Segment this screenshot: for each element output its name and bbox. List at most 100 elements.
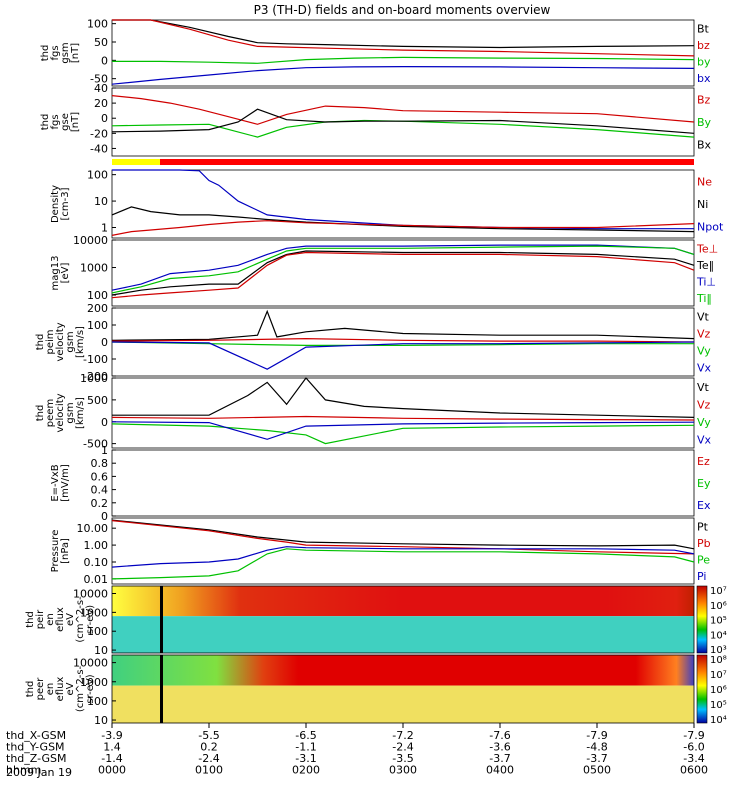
panel-frame: [111, 585, 695, 654]
y-tick-label: 100: [87, 169, 108, 182]
x-tick-label: 0.2: [200, 741, 218, 754]
series-line: [112, 56, 695, 64]
y-tick-label: -500: [83, 438, 108, 451]
legend-label: Ti⊥: [696, 275, 716, 288]
y-tick-label: 1000: [80, 606, 108, 619]
y-tick-label: 10.00: [77, 522, 109, 535]
panel-frame: [111, 377, 695, 449]
y-tick-label: 100: [87, 695, 108, 708]
x-tick-label: -3.5: [392, 752, 413, 765]
series-line: [111, 548, 695, 580]
y-tick-label: 1.00: [84, 539, 109, 552]
legend-label: Bz: [697, 93, 711, 106]
y-tick-label: 1000: [80, 676, 108, 689]
y-tick-label: -20: [90, 127, 108, 140]
x-tick-label: -6.5: [295, 729, 316, 742]
y-tick-label: 1: [101, 221, 108, 234]
y-axis-label: mag13[eV]: [50, 256, 71, 291]
legend-label: bz: [697, 39, 710, 52]
y-axis-label: thdpeimvelocitygsm[km/s]: [35, 322, 86, 361]
colorbar-scale: [696, 585, 708, 654]
y-tick-label: 0.01: [84, 573, 109, 586]
series-line: [111, 520, 695, 555]
y-tick-label: 0.10: [84, 556, 109, 569]
legend-label: Bx: [697, 139, 712, 152]
x-tick-label: -3.4: [683, 752, 704, 765]
colorbar-tick-label: 10⁷: [710, 670, 727, 681]
legend-label: Ti‖: [696, 292, 712, 305]
y-tick-label: 10000: [73, 588, 108, 601]
series-line: [111, 220, 695, 236]
series-line: [111, 341, 695, 370]
panel-5: 1000 500 0 -500 thdpeemvelocitygsm[km/s] Vt Vz…: [35, 372, 712, 451]
x-tick-label: 0000: [98, 764, 126, 777]
y-tick-label: 10: [94, 714, 108, 727]
x-tick-label: 0500: [583, 764, 611, 777]
y-tick-label: -40: [90, 142, 108, 155]
panel-9: 10⁸ 10⁷ 10⁶ 10⁵ 10⁴ 10000 1000 100 10 thdpeerenef…: [25, 654, 727, 727]
x-tick-label: 0600: [680, 764, 708, 777]
x-tick-label: -3.6: [489, 741, 510, 754]
panel-2: 100 10 1 Density[cm-3] Ne Ni Npot: [50, 169, 724, 239]
series-line: [112, 169, 694, 230]
series-line: [111, 65, 695, 85]
x-tick-label: -3.9: [101, 729, 122, 742]
panel-0: 100 50 0 -50 thdfgsgsm[nT] Bt bz by bx: [40, 18, 711, 87]
y-tick-label: 100: [87, 289, 108, 302]
colorbar-tick-label: 10⁸: [710, 655, 727, 666]
y-tick-label: 10000: [73, 657, 108, 670]
colorbar-tick-label: 10³: [710, 645, 727, 656]
colorbar-tick-label: 10⁶: [710, 601, 727, 612]
y-tick-label: 0: [101, 336, 108, 349]
y-axis-label: thdfgsgsm[nT]: [40, 42, 81, 63]
y-tick-label: 1000: [80, 372, 108, 385]
y-axis-label: thdfgsgse[nT]: [40, 112, 81, 132]
panel-7: 10.00 1.00 0.10 0.01 Pressure[nPa] Pt Pb Pe Pi: [50, 517, 711, 586]
x-tick-label: -2.4: [392, 741, 413, 754]
panel-frame: [111, 169, 695, 239]
colorbar: 10⁷ 10⁶ 10⁵ 10⁴ 10³: [696, 585, 727, 656]
colorbar: 10⁸ 10⁷ 10⁶ 10⁵ 10⁴: [696, 654, 727, 726]
y-tick-label: 10: [94, 644, 108, 657]
x-tick-label: -7.2: [392, 729, 413, 742]
flag-red: [160, 159, 694, 165]
y-tick-label: 20: [94, 97, 108, 110]
x-tick-label: -7.9: [683, 729, 704, 742]
x-row-label: thd_Z-GSM: [6, 752, 66, 765]
x-tick-label: -4.8: [586, 741, 607, 754]
colorbar-scale: [696, 654, 708, 724]
legend-label: Vy: [697, 416, 711, 429]
y-tick-label: 10000: [73, 234, 108, 247]
x-tick-label: -3.1: [295, 752, 316, 765]
y-axis-label: thdpeemvelocitygsm[km/s]: [35, 393, 86, 432]
x-row-label: hhmm: [6, 764, 41, 777]
x-tick-label: -3.7: [489, 752, 510, 765]
panel-3: 10000 1000 100 mag13[eV] Te⊥ Te‖ Ti⊥ Ti‖: [50, 234, 718, 307]
legend-label: Bt: [697, 22, 710, 35]
legend-label: Ni: [697, 198, 708, 211]
y-axis-label: thdpeerenefluxeV(cm^2-s-sr-eV): [25, 665, 96, 712]
series-line: [111, 415, 695, 421]
series-line: [111, 421, 695, 440]
x-tick-label: -2.4: [198, 752, 219, 765]
legend-label: Vt: [697, 311, 710, 324]
series-line: [111, 309, 695, 341]
panel-4: 2001000-100-200thdpeimvelocitygsm[km/s]V…: [35, 302, 712, 383]
y-tick-label: 0: [101, 112, 108, 125]
y-axis-label: E=-VxB[mV/m]: [50, 464, 71, 502]
y-axis-label: Pressure[nPa]: [50, 530, 71, 573]
spectrum-band-high: [112, 655, 694, 686]
series-line: [111, 119, 695, 138]
x-row-label: thd_X-GSM: [6, 729, 66, 742]
legend-label: Vz: [697, 398, 711, 411]
panel-frame: [111, 449, 695, 517]
x-tick-label: -1.1: [295, 741, 316, 754]
series-line: [112, 19, 695, 57]
y-tick-label: 100: [87, 319, 108, 332]
legend-label: Vz: [697, 328, 711, 341]
panel-frame: [111, 19, 695, 87]
series-line: [111, 546, 695, 568]
series-line: [111, 423, 695, 445]
y-axis-label: thdpeirenefluxeV(cm^2-s-sr-eV): [25, 596, 96, 643]
